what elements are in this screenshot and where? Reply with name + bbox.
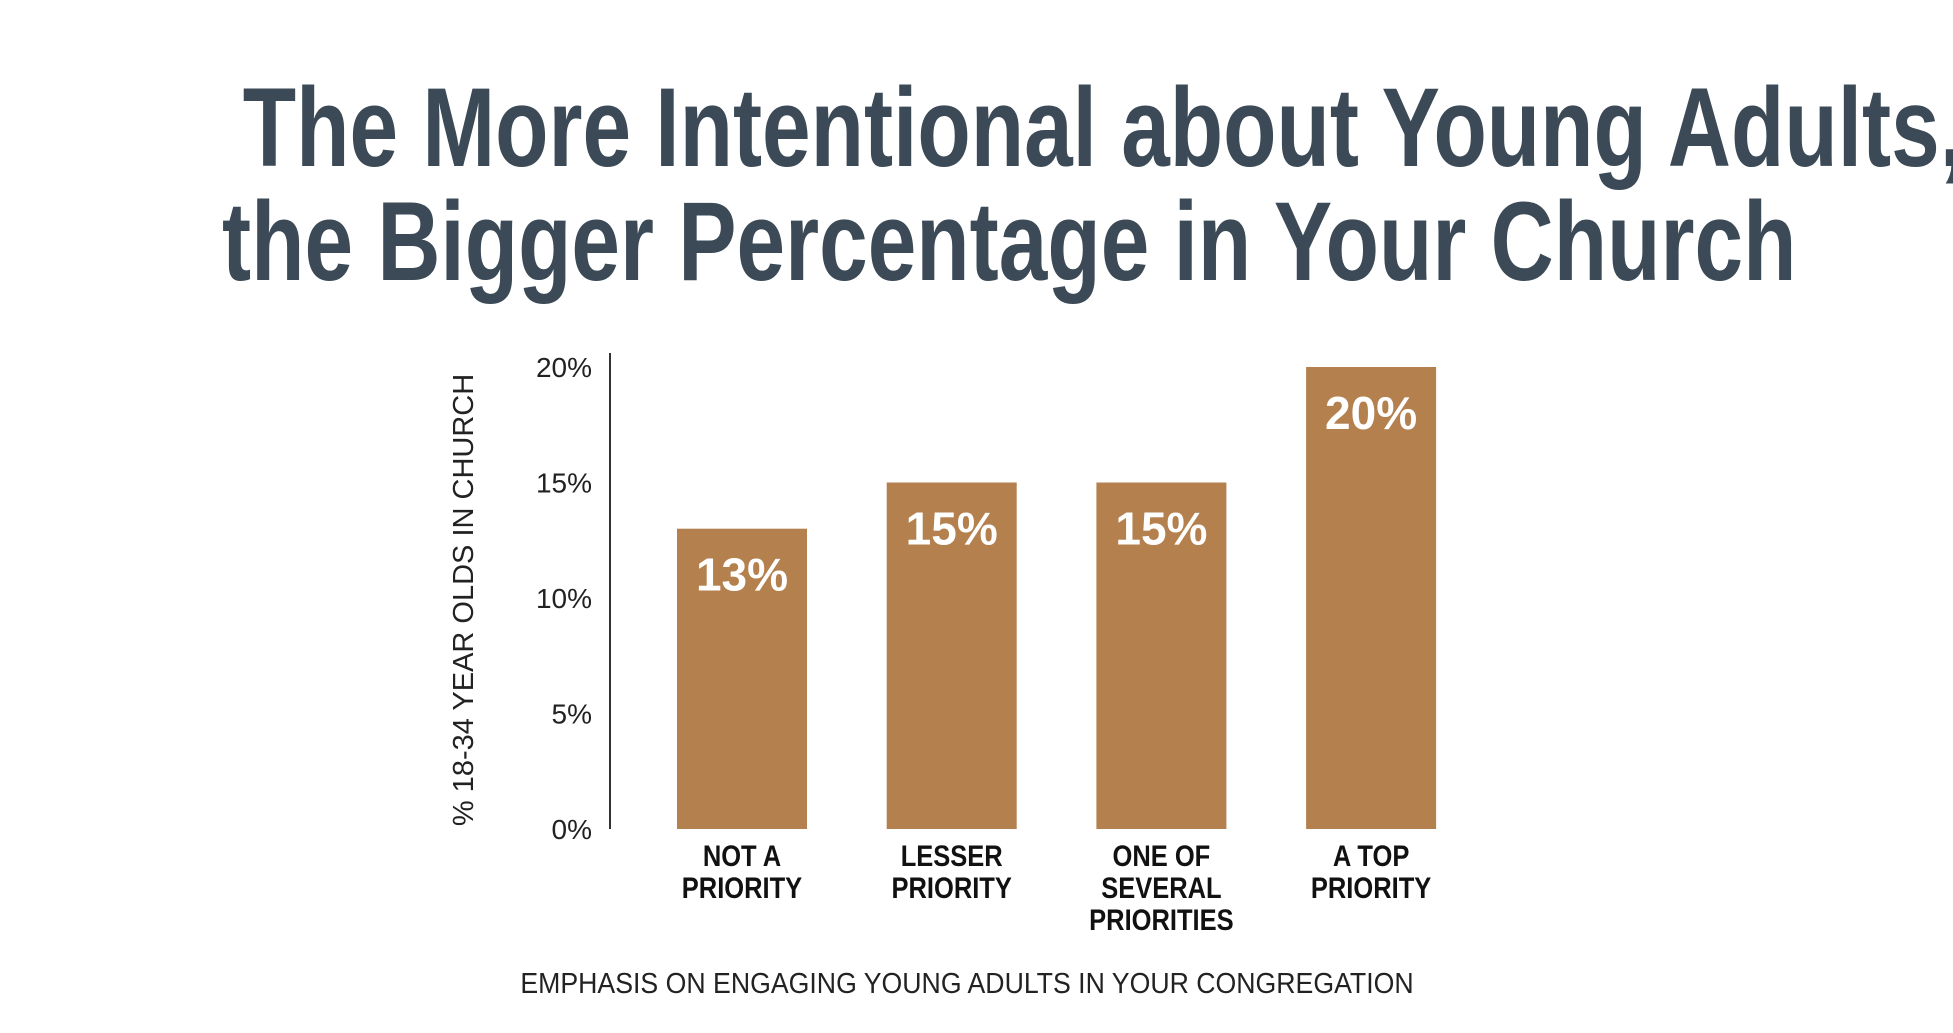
x-tick-label: PRIORITY	[892, 871, 1013, 904]
bar-data-label: 20%	[1325, 387, 1417, 439]
y-tick-label: 5%	[552, 699, 592, 730]
title-text-1: The More Intentional about Young Adults,	[242, 65, 1953, 190]
x-tick-label: SEVERAL	[1101, 871, 1221, 904]
chart-title-line-2: the Bigger Percentage in Your Church	[0, 186, 1953, 298]
y-axis-label: % 18-34 YEAR OLDS IN CHURCH	[448, 374, 480, 826]
x-tick-label: PRIORITY	[1311, 871, 1432, 904]
x-tick-label: LESSER	[901, 839, 1003, 872]
bar-data-label: 13%	[696, 549, 788, 601]
y-tick-label: 20%	[536, 352, 592, 383]
x-tick-label: ONE OF	[1113, 839, 1211, 872]
x-tick-label: PRIORITY	[682, 871, 803, 904]
bar	[1096, 482, 1227, 829]
title-text-2: the Bigger Percentage in Your Church	[222, 179, 1797, 304]
chart-title-line-1: The More Intentional about Young Adults,	[0, 72, 1953, 184]
x-tick-label: A TOP	[1333, 839, 1409, 872]
bar	[886, 482, 1017, 829]
y-tick-label: 0%	[552, 814, 592, 845]
bar-data-label: 15%	[1115, 503, 1207, 555]
bar	[677, 528, 807, 829]
x-axis-label: EMPHASIS ON ENGAGING YOUNG ADULTS IN YOU…	[520, 967, 1413, 999]
y-tick-label: 15%	[536, 468, 592, 499]
bar-data-label: 15%	[906, 503, 998, 555]
bar	[1306, 367, 1437, 829]
y-tick-label: 10%	[536, 583, 592, 614]
x-tick-label: NOT A	[703, 839, 781, 872]
x-tick-label: PRIORITIES	[1089, 903, 1233, 936]
